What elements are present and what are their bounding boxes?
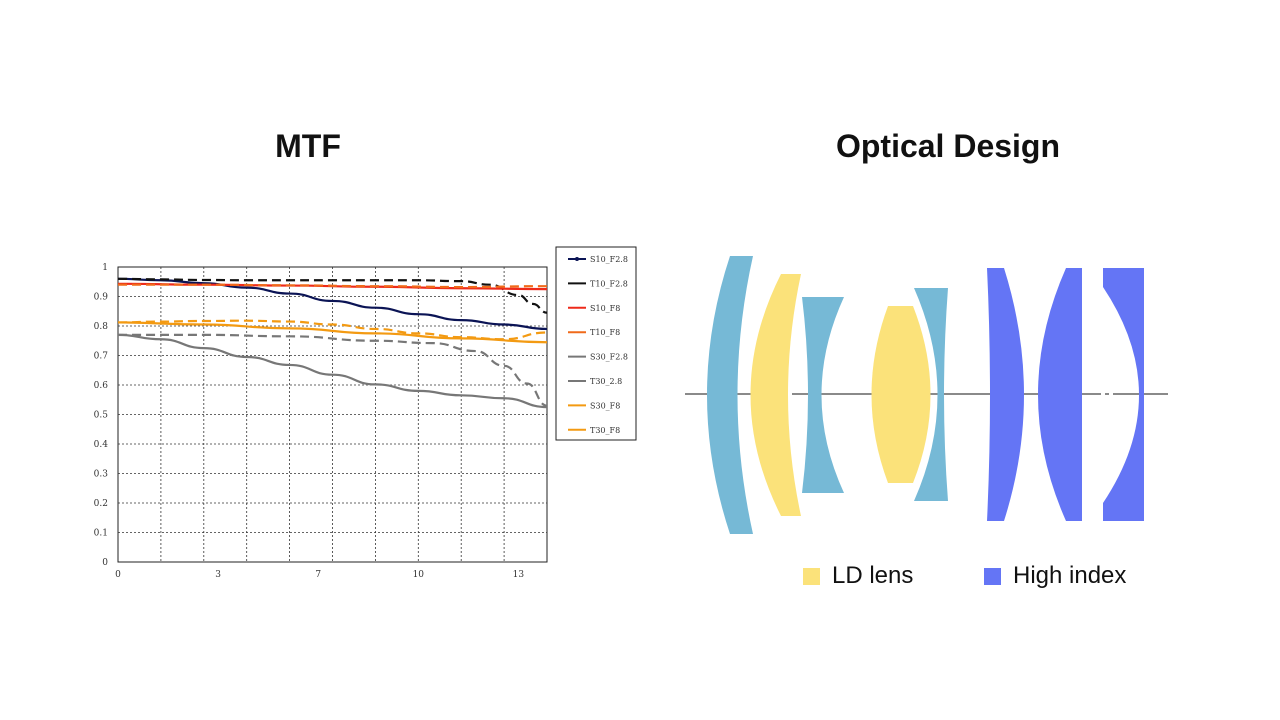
- legend-box: [555, 246, 637, 441]
- y-tick-label: 0.2: [94, 499, 108, 509]
- lens-element-5: [914, 288, 948, 501]
- y-tick-label: 0.1: [94, 529, 108, 539]
- legend-label: S10_F8: [590, 304, 620, 313]
- legend-label: S10_F2.8: [590, 255, 628, 264]
- series-line-s10-f2-8: [117, 277, 548, 331]
- series-line-t10-f2-8: [117, 277, 548, 314]
- legend-high-index: High index: [984, 562, 1126, 590]
- x-tick-label: 10: [413, 570, 425, 580]
- legend-label: S30_F2.8: [590, 353, 628, 362]
- legend-label: T10_F8: [590, 328, 620, 337]
- lens-element-1: [707, 256, 753, 534]
- y-tick-label: 0.3: [94, 470, 109, 480]
- legend-label: T10_F2.8: [590, 279, 628, 288]
- lens-element-6-high-index: [987, 268, 1024, 521]
- ld-lens-swatch: [803, 567, 820, 585]
- series-line-s30-f2-8: [117, 333, 548, 409]
- series-line-t30-2-8: [118, 333, 548, 407]
- lens-element-8-high-index: [1103, 268, 1144, 521]
- series-line-t10-f8: [118, 283, 548, 289]
- legend-label: S30_F8: [590, 401, 620, 410]
- y-tick-label: 0: [102, 558, 108, 568]
- y-tick-label: 0.8: [94, 322, 109, 332]
- optical-design-title: Optical Design: [835, 128, 1061, 164]
- ld-lens-label: LD lens: [832, 562, 914, 589]
- lens-element-7-high-index: [1038, 268, 1082, 521]
- x-tick-label: 3: [215, 570, 221, 580]
- optical-design-diagram: [685, 256, 1168, 534]
- y-tick-label: 0.7: [94, 352, 109, 362]
- lens-element-4-ld: [871, 306, 931, 483]
- x-tick-label: 7: [315, 570, 321, 580]
- lens-element-3: [802, 297, 844, 493]
- y-tick-label: 0.9: [94, 293, 109, 303]
- y-tick-label: 0.5: [94, 411, 109, 421]
- legend-ld-lens: LD lens: [803, 562, 913, 590]
- series-line-t30-f8: [117, 319, 548, 341]
- mtf-title: MTF: [275, 128, 341, 164]
- high-index-swatch: [984, 567, 1001, 585]
- mtf-chart: 00.10.20.30.40.50.60.70.80.910 3 7 10 13 S10…: [94, 246, 637, 580]
- x-tick-label: 13: [513, 570, 525, 580]
- y-tick-label: 1: [102, 263, 108, 273]
- y-tick-label: 0.4: [94, 440, 109, 450]
- high-index-label: High index: [1013, 562, 1127, 589]
- y-tick-label: 0.6: [94, 381, 109, 391]
- legend-label: T30_2.8: [590, 377, 622, 386]
- lens-element-2-ld: [750, 274, 801, 516]
- x-tick-label: 0: [115, 570, 121, 580]
- legend-marker: [575, 257, 579, 261]
- legend-label: T30_F8: [590, 426, 620, 435]
